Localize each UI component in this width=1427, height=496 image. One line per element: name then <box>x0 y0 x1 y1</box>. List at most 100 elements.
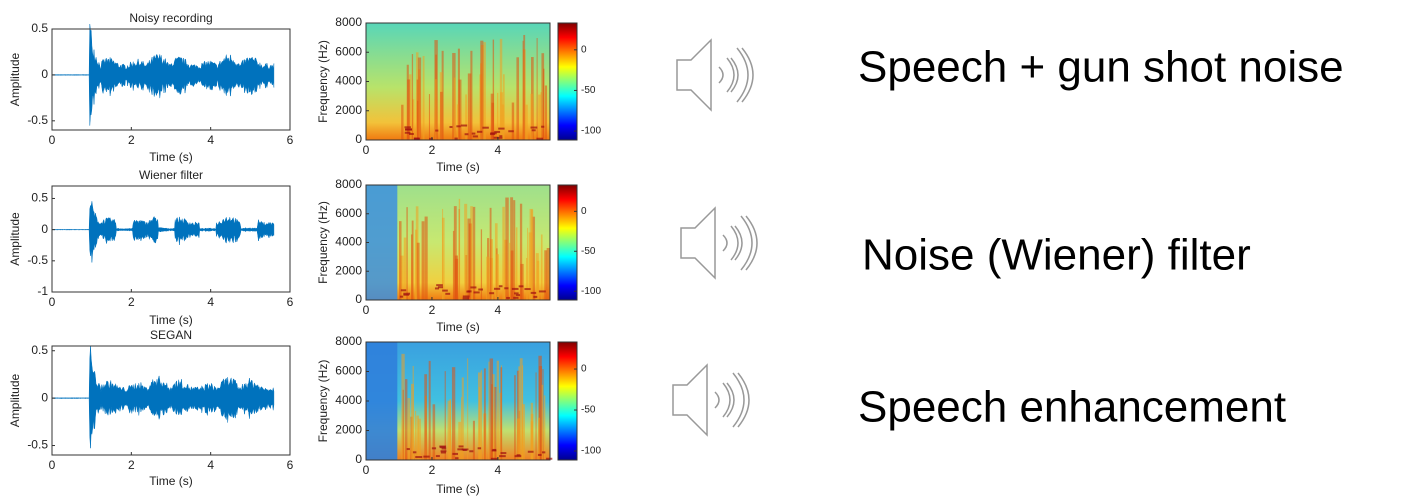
spectrogram-band <box>499 135 503 138</box>
spectrogram-band <box>497 136 503 139</box>
spectrogram-streak <box>407 398 411 460</box>
y-tick-label: 8000 <box>335 177 362 191</box>
spectrogram-band <box>439 446 446 449</box>
spectrogram-band <box>524 288 531 291</box>
y-tick-label: -1 <box>37 284 48 298</box>
spectrogram-band <box>541 451 546 454</box>
spectrogram-band <box>464 133 469 136</box>
spectrogram-streak <box>528 232 533 300</box>
y-tick-label: -0.5 <box>27 113 48 127</box>
waveform <box>51 201 275 263</box>
x-tick-label: 4 <box>207 133 214 147</box>
spectrogram-streak <box>418 418 421 460</box>
spectrogram-streak <box>501 104 505 140</box>
spectrogram-band <box>514 292 519 295</box>
y-axis-label: Frequency (Hz) <box>316 40 330 123</box>
spectrogram-streak <box>467 358 469 460</box>
x-tick-label: 0 <box>49 458 56 472</box>
spectrogram-band <box>462 295 470 298</box>
spectrogram-streak <box>453 206 457 300</box>
spectrogram-streak <box>502 74 505 140</box>
spectrogram-streak <box>538 355 542 460</box>
x-axis-label: Time (s) <box>149 150 193 164</box>
spectrogram-streak <box>544 250 548 300</box>
speaker-icon[interactable] <box>676 39 754 111</box>
spectrogram-band <box>408 132 414 135</box>
speaker-icon[interactable] <box>680 207 758 279</box>
spectrogram-streak <box>536 260 540 300</box>
waveform <box>51 23 275 126</box>
spectrogram-band <box>429 137 433 140</box>
spectrogram-streak <box>514 375 516 460</box>
y-tick-label: 0.5 <box>31 21 48 35</box>
spectrogram-band <box>400 289 407 292</box>
x-tick-label: 0 <box>363 143 370 157</box>
spectrogram-streak <box>480 40 484 140</box>
x-axis-label: Time (s) <box>149 313 193 327</box>
spectrogram-streak <box>483 42 486 141</box>
spectrogram-band <box>500 452 507 455</box>
x-axis-label: Time (s) <box>436 160 480 174</box>
y-tick-label: 2000 <box>335 103 362 117</box>
spectrogram-streak <box>428 94 431 140</box>
y-tick-label: 4000 <box>335 74 362 88</box>
axes-box <box>51 28 291 131</box>
spectrogram-band <box>516 454 521 457</box>
x-axis-label: Time (s) <box>149 474 193 488</box>
spectrogram-streak <box>483 368 486 460</box>
y-tick-label: 0.5 <box>31 191 48 205</box>
spectrogram-streak <box>509 242 511 300</box>
spectrogram-quiet <box>366 185 398 300</box>
spectrogram-streak <box>516 370 520 460</box>
spectrogram-streak <box>449 398 451 460</box>
spectrogram-streak <box>541 53 545 141</box>
spectrogram-band <box>405 128 412 131</box>
spectrogram-band <box>441 447 447 450</box>
spectrogram-streak <box>541 384 544 460</box>
spectrogram-band <box>415 456 423 459</box>
spectrogram-band <box>455 457 459 460</box>
spectrogram-streak <box>480 370 483 460</box>
spectrogram-streak <box>435 79 437 140</box>
colorbar-tick-label: 0 <box>581 206 587 217</box>
spectrogram-streak <box>458 79 462 140</box>
spectrogram-streak <box>402 389 404 460</box>
spectrogram-streak <box>440 91 443 140</box>
spectrogram-band <box>506 296 510 299</box>
x-tick-label: 6 <box>287 295 294 309</box>
spectrogram-band <box>440 450 447 453</box>
spectrogram-streak <box>464 203 468 300</box>
y-tick-label: 0 <box>355 292 362 306</box>
spectrogram-streak <box>513 200 516 300</box>
colorbar <box>557 341 578 461</box>
spectrogram-streak <box>496 254 499 300</box>
y-tick-label: -0.5 <box>27 438 48 452</box>
y-tick-label: 2000 <box>335 263 362 277</box>
spectrogram-streak <box>546 248 550 300</box>
spectrogram-streak <box>493 386 497 460</box>
spectrogram-band <box>470 286 477 289</box>
spectrogram-band <box>538 290 546 293</box>
spectrogram-band <box>404 126 411 129</box>
spectrogram-band <box>445 292 451 295</box>
speaker-icon[interactable] <box>672 364 750 436</box>
y-tick-label: 8000 <box>335 15 362 29</box>
row-label: Speech + gun shot noise <box>858 43 1344 92</box>
spectrogram-band <box>454 137 458 140</box>
y-tick-label: 0 <box>41 222 48 236</box>
x-tick-label: 0 <box>363 463 370 477</box>
colorbar <box>557 22 578 141</box>
spectrogram-streak <box>530 93 533 140</box>
axes-box <box>51 185 291 293</box>
spectrogram-band <box>515 294 521 297</box>
spectrogram-band <box>399 295 404 298</box>
spectrogram-streak <box>412 365 414 460</box>
spectrogram-streak <box>535 372 537 460</box>
spectrogram-band <box>471 132 476 135</box>
x-tick-label: 4 <box>495 143 502 157</box>
spectrogram-band <box>498 127 505 130</box>
spectrogram-streak <box>532 216 536 300</box>
colorbar-tick-label: -100 <box>581 446 601 457</box>
spectrogram-streak <box>410 383 414 460</box>
spectrogram-band <box>460 124 468 127</box>
